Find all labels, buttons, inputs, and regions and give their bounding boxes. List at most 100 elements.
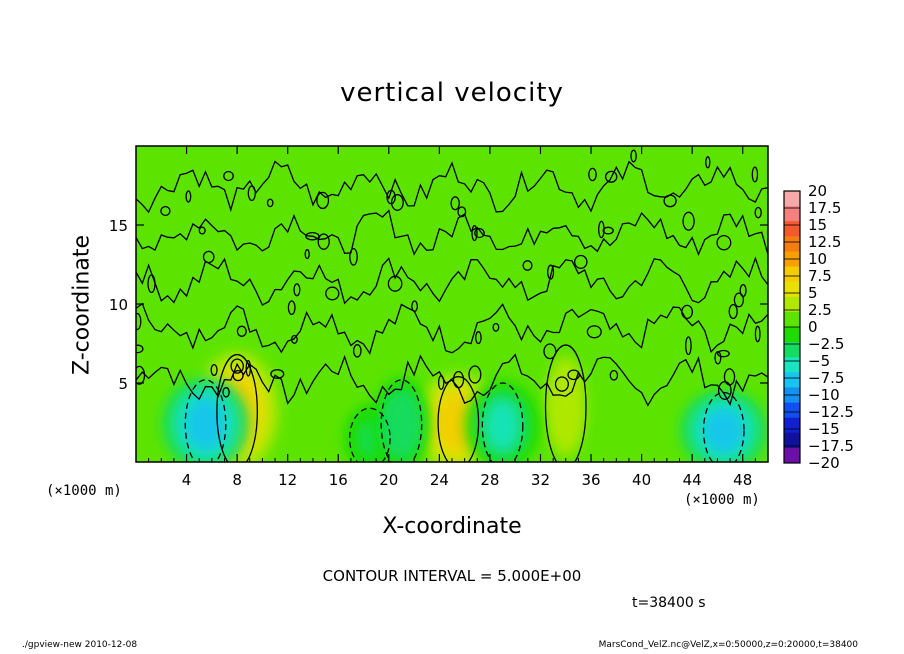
colorbar-swatch [784, 402, 800, 418]
x-tick-label: 36 [581, 471, 600, 489]
contour-loop [754, 325, 761, 343]
contour-loop [602, 226, 614, 235]
chart-title: vertical velocity [340, 78, 564, 108]
x-tick-label: 40 [632, 471, 651, 489]
contour-loop [739, 283, 747, 298]
contour-loop [604, 170, 618, 183]
colorbar-label: −17.5 [808, 437, 854, 455]
x-tick-label: 20 [379, 471, 398, 489]
colorbar-swatch [784, 417, 800, 434]
contour-loop [390, 194, 404, 211]
contour-loop [305, 231, 320, 241]
contour-loop [567, 369, 581, 381]
colorbar-label: −20 [808, 454, 840, 472]
x-tick-label: 28 [480, 471, 499, 489]
contour-loop [492, 322, 500, 332]
contour-loop [247, 185, 256, 202]
colorbar-label: −15 [808, 420, 840, 438]
contour-loop [349, 247, 358, 266]
x-tick-label: 8 [232, 471, 242, 489]
contour-loop [723, 368, 736, 386]
feature-contour-3 [184, 379, 227, 462]
colorbar-label: 17.5 [808, 199, 841, 217]
colorbar-label: 20 [808, 182, 827, 200]
contour-loop [588, 167, 597, 182]
time-label: t=38400 s [632, 595, 706, 611]
contour-loop [136, 344, 144, 354]
x-unit-label-right: (×1000 m) [684, 492, 760, 508]
contour-loop [198, 226, 206, 235]
feature-contour-4 [481, 382, 524, 462]
contour-loop [352, 344, 362, 358]
field-feature-5 [679, 389, 768, 462]
x-tick-label: 48 [733, 471, 752, 489]
contour-loop [705, 156, 711, 169]
colorbar-swatch [784, 206, 800, 222]
contour-loop [728, 303, 738, 320]
contour-loop [232, 369, 244, 382]
contour-line-1 [136, 302, 768, 355]
contour-loop [716, 349, 730, 358]
contour-loop [160, 205, 171, 217]
colorbar-swatch [784, 311, 800, 328]
colorbar-label: 10 [808, 250, 827, 268]
contour-loop [316, 191, 330, 210]
contour-loop [663, 194, 677, 208]
contour-loop [387, 275, 403, 292]
contour-loop [317, 233, 330, 250]
contour-loop [270, 369, 285, 379]
colorbar-swatch [784, 447, 800, 464]
colorbar-label: −2.5 [808, 335, 844, 353]
contour-loop [325, 286, 340, 301]
colorbar-swatch [784, 327, 800, 343]
contour-loop [386, 189, 396, 205]
x-tick-label: 32 [531, 471, 550, 489]
colorbar-label: 5 [808, 284, 818, 302]
x-tick-label: 12 [278, 471, 297, 489]
contour-loop [236, 325, 247, 337]
y-axis-label: Z-coordinate [69, 235, 95, 375]
colorbar-label: −7.5 [808, 369, 844, 387]
contour-loop [716, 234, 732, 251]
x-tick-label: 44 [683, 471, 702, 489]
contour-loop [210, 363, 218, 377]
contour-loop [468, 365, 482, 384]
contour-loop [202, 250, 215, 264]
colorbar-label: 12.5 [808, 233, 841, 251]
field-feature-2 [538, 341, 594, 462]
contour-line-3 [136, 209, 768, 257]
contour-interval-label: CONTOUR INTERVAL = 5.000E+00 [322, 567, 582, 585]
contour-loop [452, 370, 465, 389]
contour-loop [290, 334, 298, 344]
colorbar-swatch [784, 281, 800, 298]
contour-loop [474, 228, 485, 239]
x-tick-label: 24 [430, 471, 449, 489]
contour-loop [682, 211, 695, 231]
footer-file-label: MarsCond_VelZ.nc@VelZ,x=0:50000,z=0:2000… [598, 640, 858, 650]
contour-loop [136, 365, 146, 385]
contour-loop [293, 283, 301, 297]
contour-loop [147, 274, 156, 294]
contour-loop [437, 375, 445, 390]
feature-contour-2 [544, 344, 587, 462]
contour-loop [457, 206, 467, 218]
colorbar-label: 7.5 [808, 267, 832, 285]
feature-contour-0 [216, 353, 258, 462]
colorbar-label: −10 [808, 386, 840, 404]
contour-loop [685, 336, 692, 356]
colorbar-swatch [784, 221, 800, 237]
colorbar-swatch [784, 296, 800, 313]
contour-loop [733, 292, 745, 308]
feature-contour-5 [702, 391, 745, 462]
contour-loop [450, 196, 460, 211]
colorbar-swatch [784, 191, 800, 207]
colorbar-label: −12.5 [808, 403, 854, 421]
contour-loop [586, 325, 602, 339]
x-unit-label-left: (×1000 m) [46, 483, 122, 499]
x-tick-label: 4 [182, 471, 192, 489]
colorbar-swatch [784, 342, 800, 358]
colorbar-label: 0 [808, 318, 818, 336]
field-feature-3 [161, 376, 250, 462]
x-axis-label: X-coordinate [382, 514, 522, 539]
feature-contour-7 [380, 379, 423, 462]
